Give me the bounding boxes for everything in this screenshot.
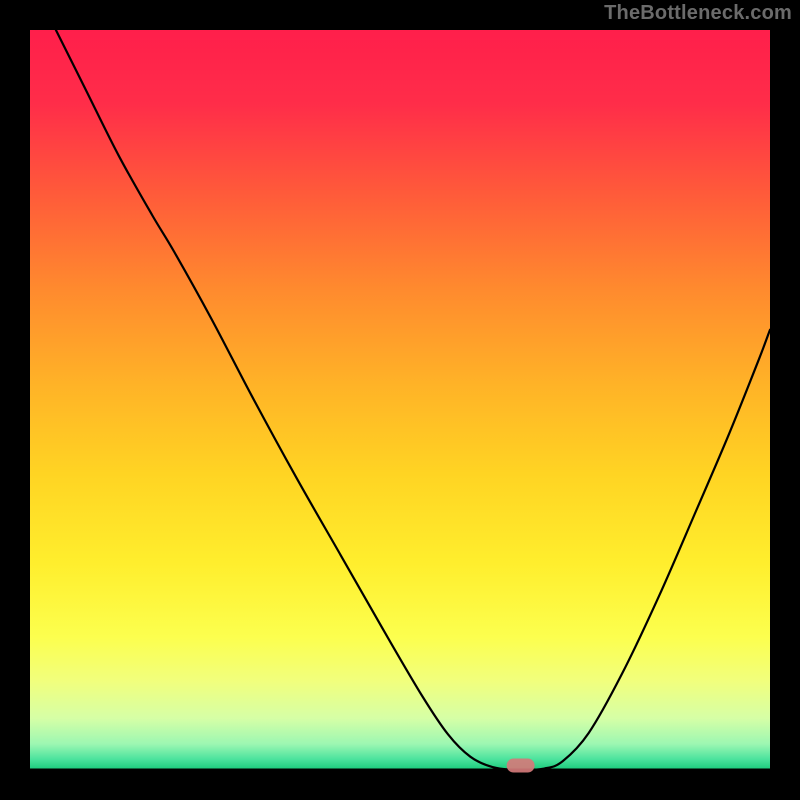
optimal-marker: [507, 759, 535, 773]
watermark-label: TheBottleneck.com: [604, 2, 792, 25]
bottleneck-chart: [0, 0, 800, 800]
chart-stage: TheBottleneck.com: [0, 0, 800, 800]
